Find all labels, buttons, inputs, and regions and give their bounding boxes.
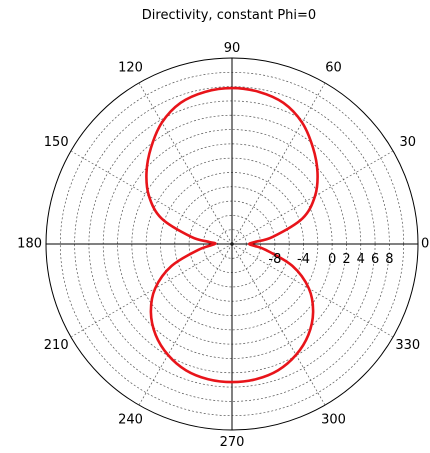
grid-spoke-150	[70, 150, 233, 245]
angle-label-90: 90	[224, 41, 241, 56]
radial-tick-labels: -8 -4 0 2 4 6 8	[268, 252, 393, 267]
grid-spoke-300	[231, 243, 326, 406]
series-line-0	[145, 86, 319, 384]
radial-label-8: 8	[385, 252, 393, 267]
angular-grid	[70, 82, 394, 406]
grid-spoke-330	[231, 243, 394, 338]
radial-label-2: 2	[342, 252, 350, 267]
radial-label-4: 4	[357, 252, 365, 267]
angle-label-60: 60	[325, 61, 342, 76]
series-layer	[145, 86, 319, 384]
radial-label-6: 6	[371, 252, 379, 267]
chart-title: Directivity, constant Phi=0	[142, 8, 316, 23]
grid-spoke-240	[138, 243, 233, 406]
angle-label-180: 180	[17, 237, 42, 252]
radial-label--4: -4	[297, 252, 310, 267]
grid-spoke-30	[231, 150, 394, 245]
angle-label-120: 120	[118, 61, 143, 76]
radial-label--8: -8	[268, 252, 281, 267]
angle-label-150: 150	[44, 135, 69, 150]
grid-spoke-210	[70, 243, 233, 338]
angle-label-240: 240	[118, 412, 143, 427]
angle-label-330: 330	[395, 338, 420, 353]
grid-spoke-60	[231, 82, 326, 245]
angle-label-30: 30	[400, 135, 417, 150]
angle-label-0: 0	[421, 237, 429, 252]
radial-label-0: 0	[328, 252, 336, 267]
angle-label-270: 270	[220, 435, 245, 450]
angle-label-300: 300	[321, 412, 346, 427]
angle-label-210: 210	[44, 338, 69, 353]
grid-spoke-120	[138, 82, 233, 245]
axes	[46, 58, 418, 430]
